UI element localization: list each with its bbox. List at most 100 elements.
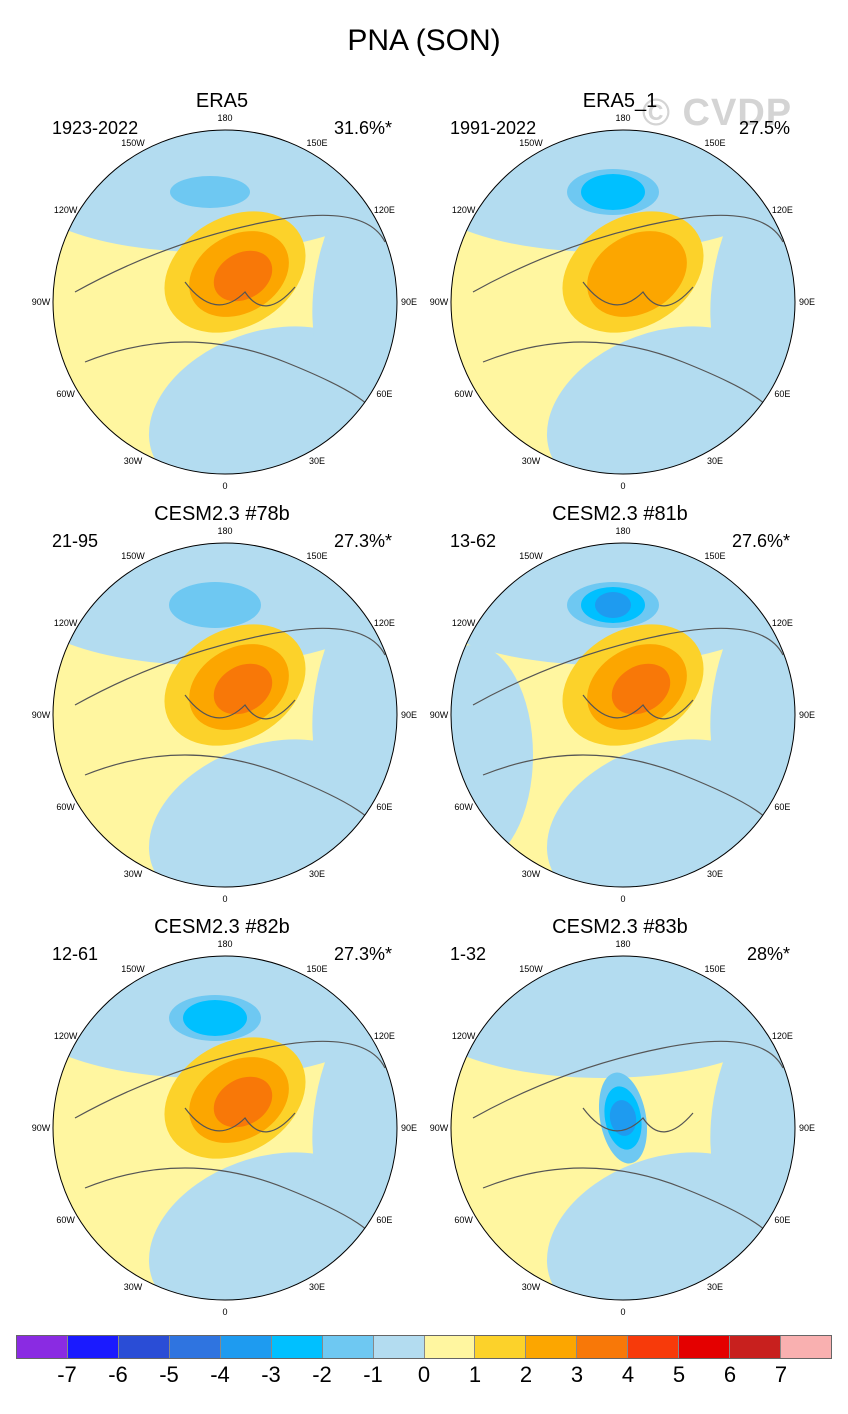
colorbar-tick: -2 bbox=[312, 1362, 332, 1387]
longitude-label: 120W bbox=[451, 618, 476, 628]
longitude-label: 180 bbox=[217, 526, 233, 536]
longitude-label: 60W bbox=[454, 1215, 473, 1225]
colorbar-swatch bbox=[526, 1336, 578, 1358]
longitude-label: 90E bbox=[400, 710, 418, 720]
longitude-label: 120E bbox=[771, 618, 793, 628]
longitude-label: 120E bbox=[373, 618, 395, 628]
polar-map bbox=[52, 129, 398, 475]
map-boundary bbox=[450, 129, 796, 475]
colorbar-tick: 4 bbox=[621, 1362, 635, 1387]
colorbar bbox=[16, 1335, 832, 1359]
longitude-label: 30E bbox=[308, 456, 326, 467]
longitude-label: 120W bbox=[53, 205, 78, 215]
panel-percent: 31.6%* bbox=[333, 118, 392, 138]
negative-center-contour bbox=[169, 582, 261, 628]
colorbar-swatch bbox=[373, 1336, 425, 1358]
positive-center-contour bbox=[213, 250, 273, 302]
longitude-label: 90E bbox=[400, 297, 418, 307]
longitude-label: 30W bbox=[521, 869, 541, 880]
negative-asia-region bbox=[710, 989, 795, 1227]
map-boundary bbox=[52, 955, 398, 1301]
longitude-label: 120W bbox=[53, 1031, 78, 1041]
negative-center-contour bbox=[595, 592, 631, 618]
polar-map bbox=[450, 955, 796, 1301]
colorbar-swatch bbox=[220, 1336, 272, 1358]
panel-title: CESM2.3 #83b bbox=[552, 916, 688, 938]
longitude-label: 180 bbox=[615, 113, 631, 123]
longitude-label: 90W bbox=[31, 710, 51, 720]
longitude-label: 60E bbox=[376, 389, 393, 399]
positive-center-contour bbox=[213, 663, 273, 715]
longitude-label: 120W bbox=[53, 618, 78, 628]
panel-title: ERA5_1 bbox=[582, 90, 658, 112]
colorbar-swatch bbox=[271, 1336, 323, 1358]
colorbar-swatch bbox=[679, 1336, 731, 1358]
map-panel: CESM2.3 #81b 13-62 27.6%* 180 150E 120E 90E 60E… bbox=[420, 503, 820, 904]
polar-map bbox=[52, 955, 398, 1301]
longitude-label: 60E bbox=[774, 802, 791, 812]
longitude-label: 150E bbox=[704, 963, 726, 974]
longitude-label: 150E bbox=[306, 137, 328, 148]
panel-years: 12-61 bbox=[52, 944, 99, 964]
panel-percent: 27.5% bbox=[738, 118, 790, 138]
map-panel: ERA5_1 1991-2022 27.5% 180 150E 120E 90E 60E 30E… bbox=[420, 90, 820, 491]
colorbar-tick: -5 bbox=[159, 1362, 179, 1387]
polar-map bbox=[450, 129, 796, 475]
longitude-label: 120W bbox=[451, 1031, 476, 1041]
colorbar-tick: -1 bbox=[363, 1362, 383, 1387]
longitude-label: 150W bbox=[519, 963, 543, 974]
panel-years: 1991-2022 bbox=[450, 118, 537, 138]
panel-title: CESM2.3 #82b bbox=[154, 916, 290, 938]
longitude-label: 30W bbox=[123, 456, 143, 467]
longitude-label: 120E bbox=[771, 1031, 793, 1041]
colorbar-swatch bbox=[628, 1336, 680, 1358]
colorbar-swatch bbox=[169, 1336, 221, 1358]
longitude-label: 60W bbox=[56, 1215, 75, 1225]
negative-center-contour bbox=[170, 176, 250, 208]
colorbar-swatch bbox=[577, 1336, 629, 1358]
colorbar-tick: -6 bbox=[108, 1362, 128, 1387]
colorbar-tick: -4 bbox=[210, 1362, 230, 1387]
longitude-label: 150W bbox=[519, 137, 543, 148]
longitude-label: 150W bbox=[121, 963, 145, 974]
negative-america-region bbox=[451, 645, 533, 865]
longitude-label: 150W bbox=[121, 137, 145, 148]
colorbar-tick: 7 bbox=[774, 1362, 788, 1387]
longitude-label: 60W bbox=[454, 389, 473, 399]
longitude-label: 60W bbox=[56, 389, 75, 399]
colorbar-tick: 1 bbox=[468, 1362, 482, 1387]
longitude-label: 60W bbox=[56, 802, 75, 812]
longitude-label: 30W bbox=[521, 456, 541, 467]
map-panel: CESM2.3 #82b 12-61 27.3%* 180 150E 120E 90E 60E… bbox=[22, 916, 422, 1317]
longitude-label: 60W bbox=[454, 802, 473, 812]
colorbar-tick: 0 bbox=[417, 1362, 431, 1387]
longitude-label: 0 bbox=[620, 1307, 626, 1317]
longitude-label: 30E bbox=[706, 456, 724, 467]
longitude-label: 150W bbox=[519, 550, 543, 561]
longitude-label: 90W bbox=[429, 1123, 449, 1133]
longitude-label: 60E bbox=[774, 1215, 791, 1225]
negative-asia-region bbox=[312, 576, 397, 814]
negative-center-contour bbox=[609, 1100, 637, 1136]
longitude-label: 150E bbox=[306, 963, 328, 974]
negative-asia-region bbox=[710, 163, 795, 401]
longitude-label: 30W bbox=[521, 1282, 541, 1293]
longitude-label: 180 bbox=[217, 939, 233, 949]
colorbar-tick: 6 bbox=[723, 1362, 737, 1387]
negative-center-contour bbox=[581, 174, 645, 210]
panel-years: 21-95 bbox=[52, 531, 99, 551]
longitude-label: 30E bbox=[706, 869, 724, 880]
negative-center-contour bbox=[183, 1000, 247, 1036]
longitude-label: 150W bbox=[121, 550, 145, 561]
colorbar-tick: 2 bbox=[519, 1362, 533, 1387]
colorbar-swatch bbox=[424, 1336, 476, 1358]
colorbar-swatch bbox=[67, 1336, 119, 1358]
cvdp-watermark: © CVDP bbox=[642, 92, 793, 134]
polar-map bbox=[52, 542, 398, 888]
longitude-label: 90W bbox=[31, 297, 51, 307]
longitude-label: 60E bbox=[376, 802, 393, 812]
longitude-label: 120W bbox=[451, 205, 476, 215]
colorbar-swatch bbox=[17, 1336, 68, 1358]
longitude-label: 90E bbox=[798, 710, 816, 720]
longitude-label: 120E bbox=[771, 205, 793, 215]
